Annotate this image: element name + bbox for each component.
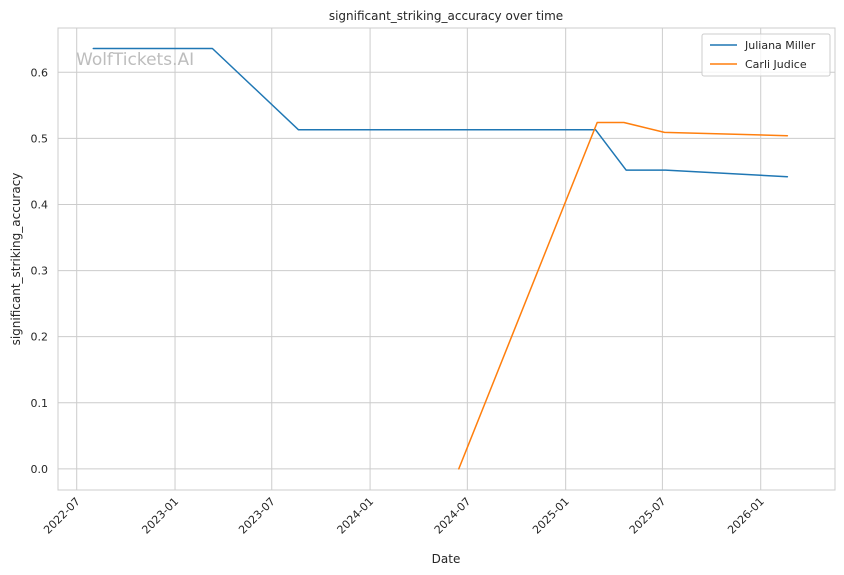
x-tick-label: 2025-07 — [627, 495, 669, 537]
y-tick-label: 0.2 — [31, 331, 49, 344]
x-tick-labels: 2022-07 2023-01 2023-07 2024-01 2024-07 2025-… — [41, 495, 767, 537]
y-tick-labels: 0.0 0.1 0.2 0.3 0.4 0.5 0.6 — [31, 66, 49, 476]
x-tick-label: 2024-01 — [335, 495, 377, 537]
y-tick-label: 0.0 — [31, 463, 49, 476]
x-tick-label: 2025-01 — [530, 495, 572, 537]
y-tick-label: 0.1 — [31, 397, 49, 410]
x-axis-label: Date — [432, 552, 461, 566]
y-tick-label: 0.6 — [31, 66, 49, 79]
legend: Juliana Miller Carli Judice — [701, 33, 831, 77]
x-tick-label: 2023-07 — [236, 495, 278, 537]
x-tick-label: 2023-01 — [139, 495, 181, 537]
legend-label: Juliana Miller — [744, 39, 816, 52]
y-axis-label: significant_striking_accuracy — [9, 173, 23, 346]
legend-label: Carli Judice — [745, 58, 807, 71]
x-tick-label: 2026-01 — [725, 495, 767, 537]
series-line-1 — [92, 47, 789, 178]
y-tick-label: 0.3 — [31, 265, 49, 278]
grid — [58, 28, 835, 490]
series-line-2 — [458, 121, 789, 470]
y-tick-label: 0.4 — [31, 198, 49, 211]
x-tick-label: 2024-07 — [432, 495, 474, 537]
watermark: WolfTickets.AI — [76, 50, 194, 70]
y-tick-label: 0.5 — [31, 132, 49, 145]
plot-frame — [57, 27, 836, 491]
series-lines — [92, 47, 789, 470]
x-tick-label: 2022-07 — [41, 495, 83, 537]
chart-title: significant_striking_accuracy over time — [329, 9, 563, 23]
